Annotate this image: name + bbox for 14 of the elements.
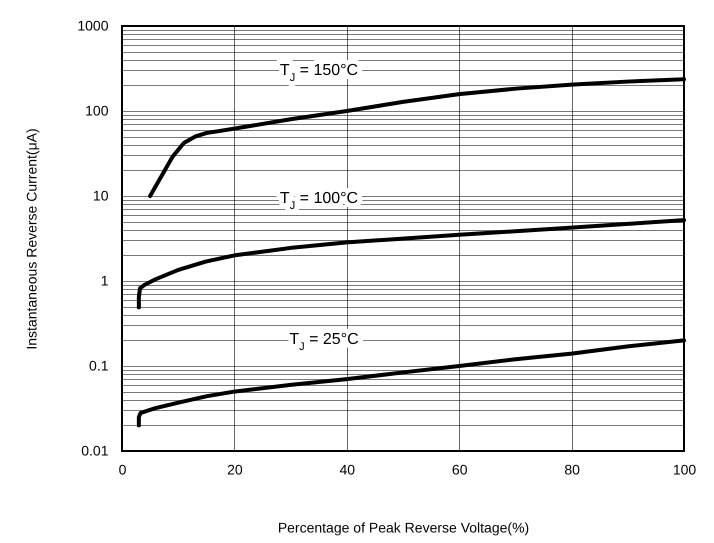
x-tick-label: 40 xyxy=(340,462,356,478)
x-tick-label: 0 xyxy=(118,462,127,478)
y-tick-label: 0.01 xyxy=(81,442,109,458)
x-tick-label: 60 xyxy=(452,462,468,478)
y-tick-label: 1000 xyxy=(77,18,109,34)
y-tick-label: 0.1 xyxy=(89,358,109,374)
x-tick-label: 80 xyxy=(564,462,580,478)
y-tick-label: 100 xyxy=(85,102,109,118)
y-axis-title: Instantaneous Reverse Current(μA) xyxy=(23,128,40,350)
x-tick-label: 20 xyxy=(227,462,243,478)
y-tick-label: 10 xyxy=(92,188,109,204)
x-axis-title: Percentage of Peak Reverse Voltage(%) xyxy=(278,520,530,536)
x-tick-label: 100 xyxy=(672,462,696,478)
y-tick-label: 1 xyxy=(100,272,109,288)
